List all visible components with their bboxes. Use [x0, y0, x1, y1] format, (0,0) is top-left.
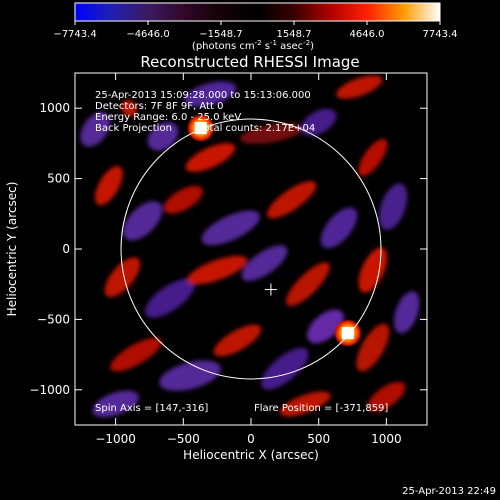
y-tick-label: −1000 [29, 383, 70, 397]
image-structure [184, 81, 237, 107]
x-tick-labels: −1000 −500 0 500 1000 [95, 432, 401, 446]
colorbar-tick-label: −1548.7 [199, 29, 242, 40]
annotations: 25-Apr-2013 15:09:28.000 to 15:13:06.000… [95, 90, 388, 414]
image-structure [358, 138, 388, 177]
annotation-detectors: Detectors: 7F 8F 9F, Att 0 [95, 101, 223, 112]
x-tick-label: 500 [307, 432, 330, 446]
image-structure [393, 291, 420, 334]
image-structure [241, 245, 288, 281]
flare-source-core [194, 122, 207, 135]
annotation-energy-range: Energy Range: 6.0 - 25.0 keV [95, 112, 241, 123]
colorbar-units: (photons cm-2 s-1 asec-2) [192, 39, 314, 52]
image-structure [266, 181, 317, 219]
annotation-spin-axis: Spin Axis = [147,-316] [95, 403, 208, 414]
image-structure [110, 337, 162, 372]
image-structure [356, 323, 390, 372]
x-tick-label: −1000 [95, 432, 136, 446]
annotation-time-range: 25-Apr-2013 15:09:28.000 to 15:13:06.000 [95, 90, 311, 101]
colorbar-tick-label: 1548.7 [277, 29, 312, 40]
image-structure [159, 360, 221, 391]
image-structure [80, 111, 111, 147]
image-structure [300, 108, 337, 136]
image-structure [240, 123, 303, 144]
image-structure [123, 201, 163, 241]
image-structure [104, 257, 141, 298]
y-tick-label: 0 [62, 242, 70, 256]
image-structure [261, 347, 309, 390]
colorbar-tick-label: −4646.0 [126, 29, 169, 40]
image-structure [201, 210, 260, 246]
image-structure [286, 262, 330, 307]
colorbar-tick-label: 7743.4 [423, 29, 458, 40]
x-tick-label: 1000 [371, 432, 402, 446]
y-axis-label: Heliocentric Y (arcsec) [5, 182, 19, 317]
chart-title: Reconstructed RHESSI Image [140, 53, 359, 71]
x-axis-label: Heliocentric X (arcsec) [183, 448, 319, 462]
image-structure [213, 324, 262, 357]
plot-area [74, 72, 428, 426]
colorbar-tick-label: −7743.4 [53, 29, 96, 40]
flare-sources [186, 114, 362, 348]
y-tick-labels: −1000 −500 0 500 1000 [29, 101, 70, 397]
image-structure [320, 207, 358, 249]
colorbar-ticks: −7743.4 −4646.0 −1548.7 1548.7 4646.0 7743.4 [53, 21, 458, 40]
x-tick-label: 0 [247, 432, 255, 446]
y-tick-label: 1000 [39, 101, 70, 115]
y-tick-label: 500 [47, 172, 70, 186]
image-structure [358, 247, 388, 293]
image-structure [121, 99, 137, 117]
solar-limb-circle [120, 118, 382, 380]
timestamp: 25-Apr-2013 22:49 [402, 486, 496, 497]
image-structure [92, 390, 139, 418]
image-structure [379, 183, 408, 231]
colorbar: −7743.4 −4646.0 −1548.7 1548.7 4646.0 7743.4 … [53, 2, 458, 52]
annotation-flare-position: Flare Position = [-371,859] [254, 403, 388, 414]
map-center-cross [264, 283, 277, 296]
image-structure [185, 143, 236, 172]
y-tick-label: −500 [37, 312, 70, 326]
flare-source-core [341, 327, 354, 340]
reconstructed-image [80, 75, 420, 418]
image-structure [279, 391, 331, 417]
image-structure [306, 309, 344, 344]
colorbar-bar [74, 2, 441, 22]
image-structure [336, 75, 383, 99]
image-structure [147, 122, 179, 151]
image-structure [367, 381, 406, 412]
annotation-total-counts: Total counts: 2.17E+04 [198, 123, 315, 134]
image-structure [187, 255, 248, 285]
x-tick-label: −500 [167, 432, 200, 446]
image-structure [94, 166, 123, 206]
annotation-method: Back Projection [95, 123, 172, 134]
image-structure [144, 278, 195, 318]
image-structure [163, 185, 203, 214]
colorbar-tick-label: 4646.0 [349, 29, 384, 40]
axis-ticks [75, 73, 427, 425]
